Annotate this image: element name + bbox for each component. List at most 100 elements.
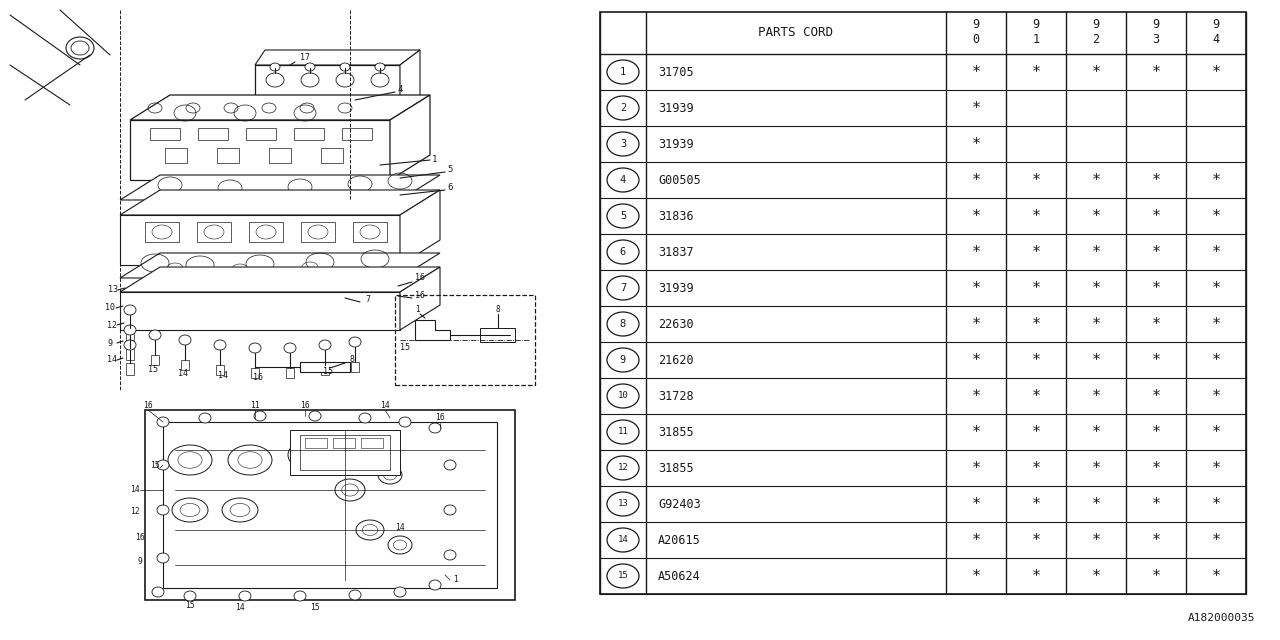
Text: A50624: A50624 xyxy=(658,570,700,582)
Text: 1: 1 xyxy=(433,156,438,164)
Bar xyxy=(342,128,372,140)
Text: 6: 6 xyxy=(620,247,626,257)
Text: 2: 2 xyxy=(620,103,626,113)
Text: *: * xyxy=(972,568,980,584)
Ellipse shape xyxy=(394,587,406,597)
Text: *: * xyxy=(1032,461,1041,476)
Text: *: * xyxy=(1211,353,1221,367)
Ellipse shape xyxy=(356,520,384,540)
Text: *: * xyxy=(1032,244,1041,259)
Text: *: * xyxy=(1211,209,1221,223)
Ellipse shape xyxy=(270,63,280,71)
Ellipse shape xyxy=(305,63,315,71)
Ellipse shape xyxy=(353,99,369,111)
Ellipse shape xyxy=(228,445,273,475)
Text: *: * xyxy=(972,353,980,367)
Text: *: * xyxy=(1032,317,1041,332)
Ellipse shape xyxy=(214,340,227,350)
Ellipse shape xyxy=(607,564,639,588)
Bar xyxy=(246,128,276,140)
Text: *: * xyxy=(1211,424,1221,440)
Polygon shape xyxy=(399,190,440,265)
Bar xyxy=(321,365,329,375)
Text: 31855: 31855 xyxy=(658,461,694,474)
Text: *: * xyxy=(1211,65,1221,79)
Text: *: * xyxy=(972,424,980,440)
Bar xyxy=(353,222,387,242)
Text: 1: 1 xyxy=(1033,33,1039,46)
Text: *: * xyxy=(1211,244,1221,259)
Text: *: * xyxy=(1092,244,1101,259)
Bar xyxy=(300,362,349,372)
Ellipse shape xyxy=(239,591,251,601)
Polygon shape xyxy=(120,267,440,292)
Text: *: * xyxy=(972,388,980,403)
Text: *: * xyxy=(1032,209,1041,223)
Text: 13: 13 xyxy=(618,499,628,509)
Text: *: * xyxy=(1092,209,1101,223)
Ellipse shape xyxy=(152,587,164,597)
Ellipse shape xyxy=(335,73,355,87)
Bar xyxy=(294,128,324,140)
Text: 15: 15 xyxy=(323,367,333,376)
Polygon shape xyxy=(131,95,430,120)
Text: 4: 4 xyxy=(1212,33,1220,46)
Text: *: * xyxy=(1032,568,1041,584)
Ellipse shape xyxy=(349,337,361,347)
Bar xyxy=(300,435,390,470)
Text: *: * xyxy=(1092,568,1101,584)
Text: *: * xyxy=(1211,388,1221,403)
Ellipse shape xyxy=(335,479,365,501)
Ellipse shape xyxy=(124,325,136,335)
Polygon shape xyxy=(120,215,399,265)
Bar xyxy=(180,360,189,370)
Ellipse shape xyxy=(607,96,639,120)
Bar xyxy=(321,148,343,163)
Ellipse shape xyxy=(184,591,196,601)
Text: *: * xyxy=(1032,65,1041,79)
Bar xyxy=(218,148,239,163)
Text: 14: 14 xyxy=(131,486,140,495)
Text: *: * xyxy=(1092,388,1101,403)
Text: 9: 9 xyxy=(1152,18,1160,31)
Polygon shape xyxy=(131,120,390,180)
Text: *: * xyxy=(1152,317,1161,332)
Ellipse shape xyxy=(157,505,169,515)
Polygon shape xyxy=(415,320,451,340)
Text: *: * xyxy=(972,497,980,511)
Ellipse shape xyxy=(607,240,639,264)
Text: 11: 11 xyxy=(618,428,628,436)
Text: *: * xyxy=(1152,461,1161,476)
Ellipse shape xyxy=(607,204,639,228)
Ellipse shape xyxy=(375,63,385,71)
Text: 14: 14 xyxy=(236,602,244,611)
Text: *: * xyxy=(972,532,980,547)
Text: *: * xyxy=(1032,388,1041,403)
Text: 9: 9 xyxy=(108,339,113,348)
Ellipse shape xyxy=(607,456,639,480)
Ellipse shape xyxy=(607,132,639,156)
Text: 14: 14 xyxy=(178,369,188,378)
Text: 8: 8 xyxy=(620,319,626,329)
Bar xyxy=(145,410,515,600)
Text: 14: 14 xyxy=(380,401,390,410)
Text: *: * xyxy=(1152,532,1161,547)
Ellipse shape xyxy=(371,73,389,87)
Text: 4: 4 xyxy=(620,175,626,185)
Text: 9: 9 xyxy=(1033,18,1039,31)
Bar xyxy=(197,222,230,242)
Ellipse shape xyxy=(378,466,402,484)
Text: 16: 16 xyxy=(136,532,145,541)
Text: 15: 15 xyxy=(186,600,195,609)
Ellipse shape xyxy=(157,553,169,563)
Ellipse shape xyxy=(221,498,259,522)
Text: 8: 8 xyxy=(495,305,499,314)
Polygon shape xyxy=(120,190,440,215)
Text: 31705: 31705 xyxy=(658,65,694,79)
Bar xyxy=(165,148,187,163)
Text: *: * xyxy=(972,244,980,259)
Text: *: * xyxy=(972,136,980,152)
Text: 15: 15 xyxy=(618,572,628,580)
Text: *: * xyxy=(1211,497,1221,511)
Bar xyxy=(216,365,224,375)
